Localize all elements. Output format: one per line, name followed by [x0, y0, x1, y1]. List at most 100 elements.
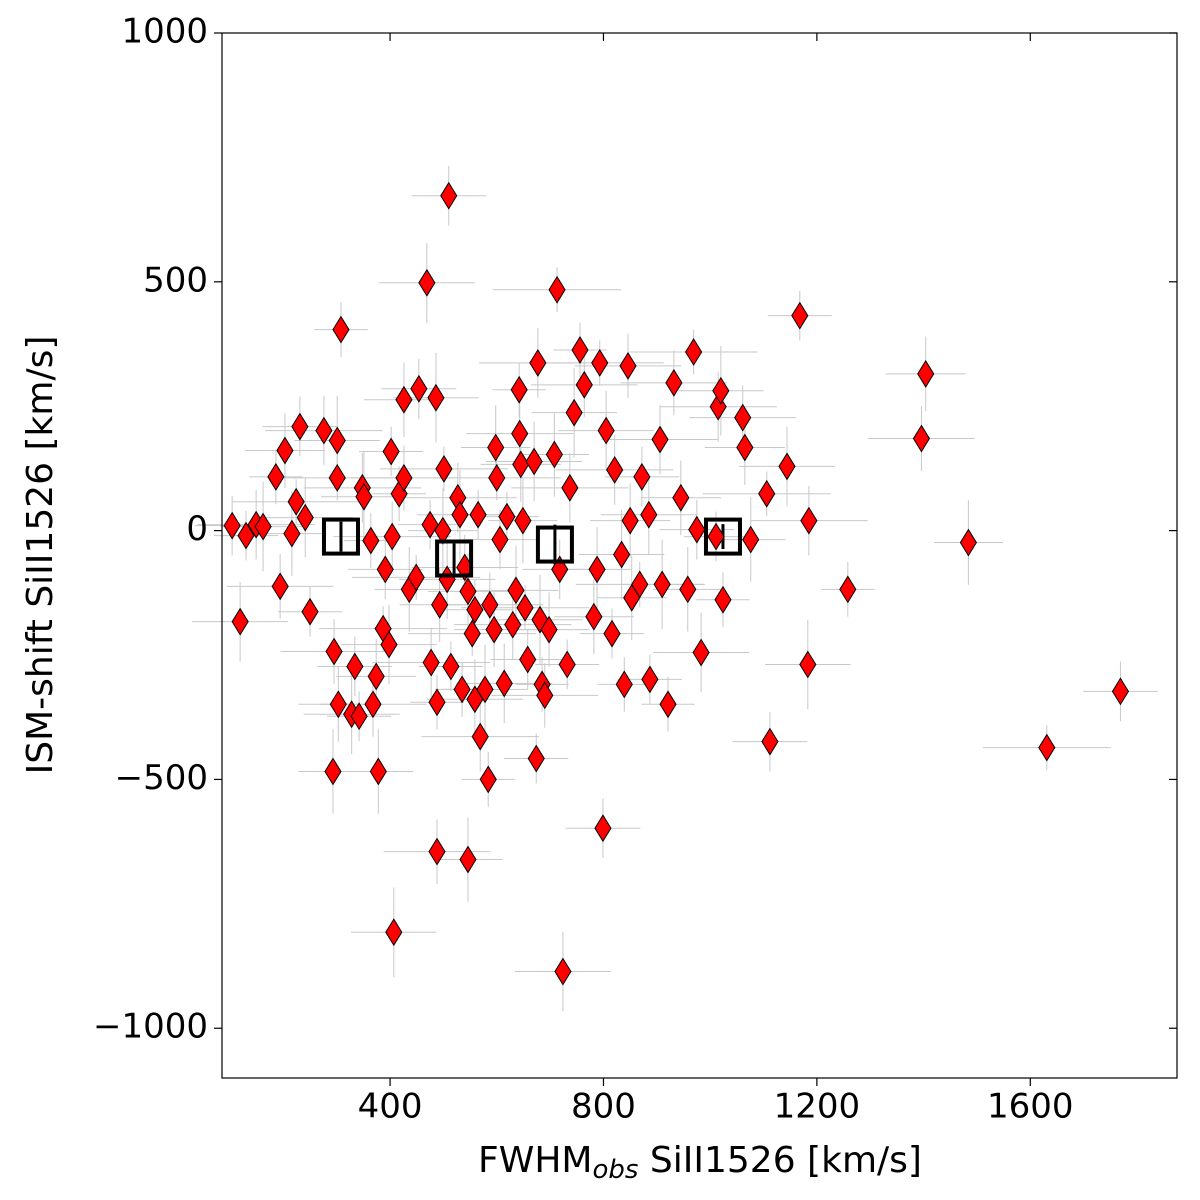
diamond-marker: [485, 615, 503, 644]
diamond-marker: [495, 669, 513, 698]
x-tick-label: 400: [358, 1087, 423, 1127]
diamond-marker: [640, 500, 658, 529]
x-label-base: FWHM: [478, 1140, 592, 1181]
diamond-marker: [548, 275, 566, 304]
y-tick-label: 1000: [121, 12, 208, 52]
diamond-marker: [959, 528, 977, 557]
diamond-marker: [510, 375, 528, 404]
diamond-marker: [410, 374, 428, 403]
diamond-marker: [736, 433, 754, 462]
y-axis-label: ISM-shift SiII1526 [km/s]: [20, 336, 61, 775]
diamond-marker: [665, 368, 683, 397]
diamond-marker: [442, 652, 460, 681]
diamond-marker: [254, 512, 272, 541]
diamond-marker: [471, 722, 489, 751]
diamond-marker: [519, 645, 537, 674]
diamond-marker: [451, 500, 469, 529]
diamond-marker: [571, 336, 589, 364]
diamond-marker: [672, 483, 690, 512]
diamond-marker: [641, 665, 659, 694]
diamond-marker: [527, 744, 545, 773]
diamond-marker: [606, 455, 624, 484]
diamond-marker: [231, 607, 249, 636]
diamond-marker: [679, 575, 697, 604]
diamond-marker: [481, 590, 499, 619]
diamond-marker: [431, 590, 449, 619]
y-tick-label: −500: [115, 758, 208, 798]
diamond-marker: [575, 370, 593, 399]
diamond-marker: [469, 500, 487, 529]
diamond-marker: [382, 437, 400, 466]
diamond-marker: [778, 452, 796, 481]
diamond-marker: [367, 662, 385, 691]
diamond-marker: [364, 690, 382, 719]
diamond-marker: [1111, 677, 1130, 706]
diamond-marker: [329, 690, 347, 719]
diamond-marker: [692, 638, 710, 667]
diamond-marker: [619, 351, 637, 380]
diamond-marker: [558, 650, 576, 679]
diamond-marker: [291, 412, 309, 441]
diamond-marker: [459, 577, 477, 606]
diamond-marker: [561, 473, 579, 502]
diamond-marker: [551, 555, 569, 584]
diamond-marker: [428, 688, 446, 717]
diamond-marker: [839, 575, 857, 604]
diamond-marker: [440, 181, 458, 210]
diamond-marker: [422, 648, 440, 677]
diamond-marker: [350, 702, 368, 731]
diamond-marker: [554, 957, 572, 986]
diamond-marker: [487, 433, 505, 462]
bin-marker: [535, 525, 574, 564]
diamond-marker: [315, 416, 333, 445]
diamond-marker: [799, 650, 817, 679]
diamond-marker: [418, 268, 436, 297]
diamond-marker: [525, 447, 543, 476]
diamond-marker: [276, 436, 294, 465]
diamond-marker: [734, 403, 752, 432]
diamond-marker: [301, 597, 319, 626]
diamond-marker: [631, 570, 649, 599]
diamond-marker: [287, 487, 305, 516]
diamond-marker: [479, 765, 497, 794]
diamond-marker: [383, 522, 401, 551]
diamond-marker: [380, 630, 398, 659]
diamond-marker: [355, 482, 373, 511]
x-axis-label: FWHMobs SiII1526 [km/s]: [478, 1140, 922, 1185]
plot-frame: [221, 32, 1178, 1079]
diamond-marker: [427, 383, 445, 412]
y-tick-label: −1000: [93, 1007, 208, 1047]
diamond-marker: [540, 615, 558, 644]
diamond-marker: [332, 315, 350, 344]
diamond-marker: [435, 454, 453, 483]
diamond-marker: [659, 690, 677, 719]
diamond-marker: [758, 479, 776, 508]
x-tick-label: 1600: [987, 1087, 1074, 1127]
diamond-marker: [514, 506, 532, 535]
y-tick-label: 0: [186, 509, 208, 549]
diamond-marker: [512, 450, 530, 479]
bin-marker: [435, 539, 474, 578]
x-tick-label: 800: [571, 1087, 636, 1127]
x-label-rest: SiII1526 [km/s]: [638, 1140, 921, 1181]
diamond-marker: [653, 570, 671, 599]
diamond-marker: [476, 675, 494, 704]
diamond-marker: [463, 619, 481, 648]
diamond-marker: [488, 463, 506, 492]
diamond-marker: [912, 424, 931, 453]
diamond-marker: [603, 619, 621, 648]
diamond-marker: [597, 416, 615, 445]
diamond-marker: [585, 602, 603, 631]
diamond-marker: [491, 525, 509, 554]
diamond-marker: [761, 727, 779, 756]
diamond-marker: [633, 462, 651, 491]
diamond-marker: [565, 398, 583, 427]
diamond-marker: [324, 757, 342, 786]
diamond-marker: [362, 526, 380, 555]
diamond-marker: [714, 585, 732, 614]
diamond-marker: [453, 675, 471, 704]
diamond-marker: [296, 503, 314, 532]
diamond-marker: [516, 593, 534, 622]
diamond-marker: [376, 555, 394, 584]
